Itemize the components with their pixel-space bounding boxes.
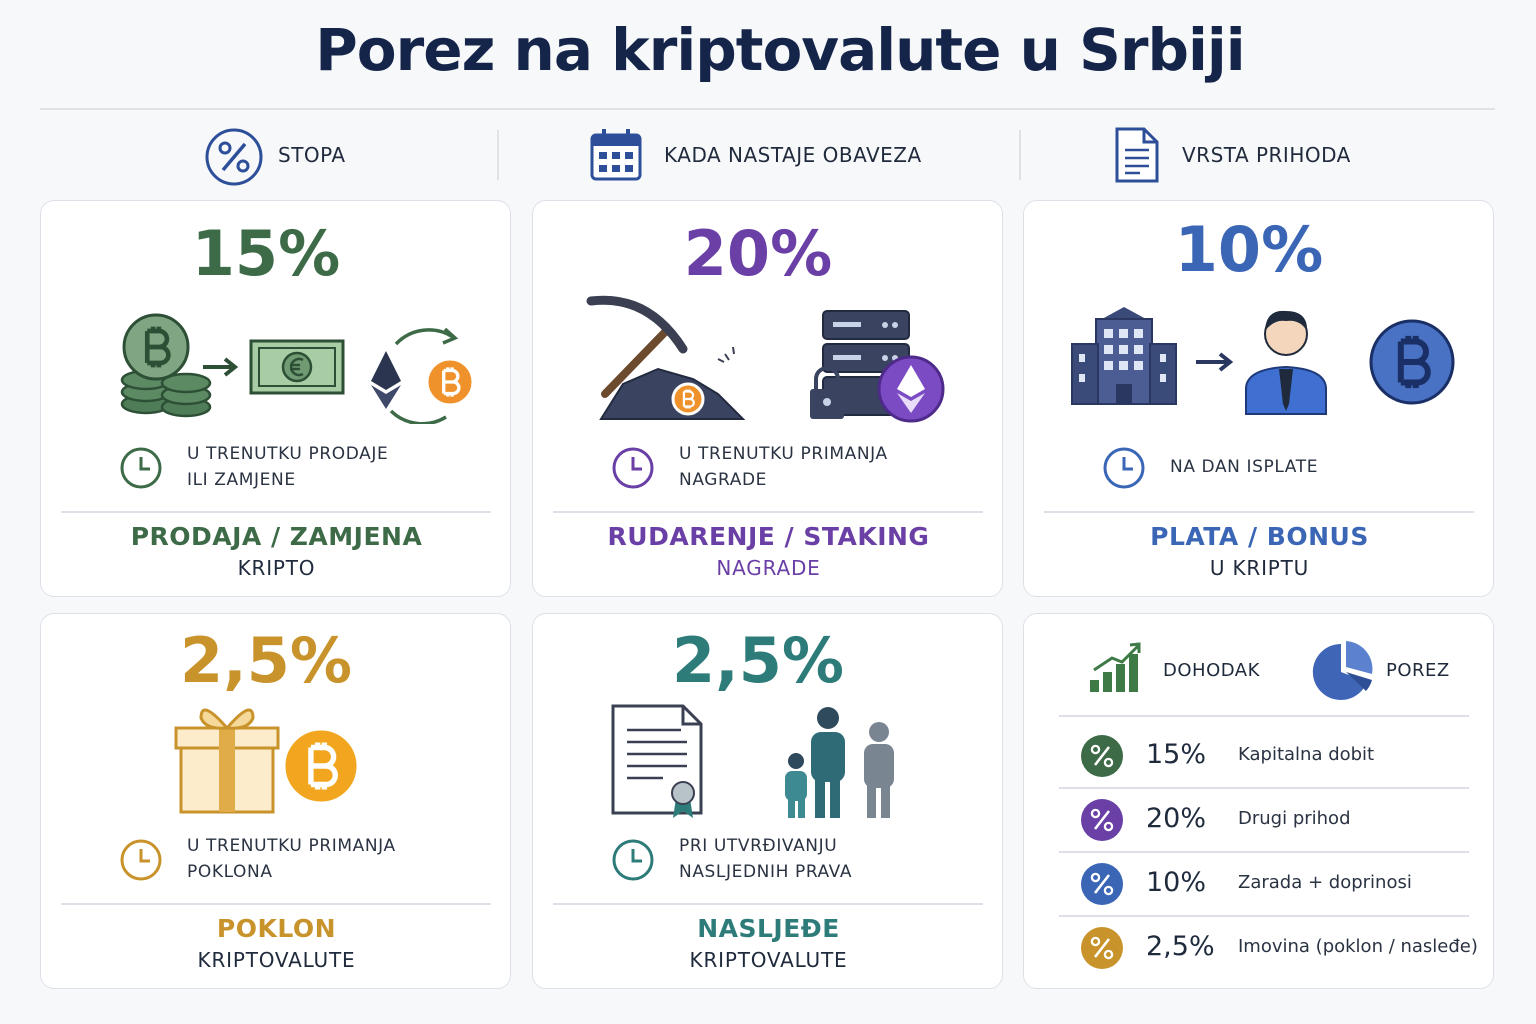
timing-text: PRI UTVRĐIVANJU (679, 836, 838, 856)
title-rule (40, 108, 1495, 110)
tax-card: 2,5% U TRENUTKU PRIMANJA POKLONA POKLON KRI… (40, 613, 511, 989)
page-title: Porez na kriptovalute u Srbiji (315, 16, 1245, 84)
header-separator (497, 130, 499, 180)
summary-rate: 20% (1146, 803, 1207, 834)
calendar-icon (590, 129, 642, 181)
summary-label: Imovina (poklon / nasleđe) (1238, 936, 1478, 957)
tax-rate: 20% (683, 217, 833, 290)
clock-icon (120, 447, 162, 489)
percent-badge (1081, 799, 1123, 841)
divider (61, 511, 491, 513)
header-separator (1019, 130, 1021, 180)
income-subtype: NAGRADE (716, 556, 821, 580)
tax-rate: 10% (1174, 213, 1324, 286)
percent-badge (1081, 863, 1123, 905)
clock-icon (120, 839, 162, 881)
timing-text: POKLONA (187, 862, 273, 882)
income-type: NASLJEĐE (697, 914, 840, 943)
divider (1059, 851, 1469, 853)
timing-text: NASLJEDNIH PRAVA (679, 862, 853, 882)
income-type: RUDARENJE / STAKING (607, 522, 930, 551)
divider (1044, 511, 1474, 513)
divider (61, 903, 491, 905)
tax-rate: 2,5% (672, 624, 844, 697)
illustration (586, 295, 945, 423)
header-label: STOPA (278, 143, 346, 167)
tax-pie-icon (1312, 641, 1373, 700)
illustration (611, 704, 894, 818)
tax-card: 2,5% PRI UTVRĐIVANJU NASLJEDNIH PRAVA NASL… (532, 613, 1003, 989)
tax-card: 15% U TRENUTKU PRODAJE ILI ZAMJENE PRODAJA… (40, 200, 511, 597)
income-type: POKLON (216, 914, 337, 943)
timing-text: NAGRADE (679, 470, 768, 490)
timing-text: U TRENUTKU PRIMANJA (187, 836, 396, 856)
tax-rate: 2,5% (180, 624, 352, 697)
percent-badge (1081, 735, 1123, 777)
timing-text: U TRENUTKU PRIMANJA (679, 444, 888, 464)
clock-icon (612, 839, 654, 881)
divider (1059, 915, 1469, 917)
illustration (120, 313, 475, 424)
divider (553, 511, 983, 513)
percent-icon (205, 128, 263, 186)
timing-text: ILI ZAMJENE (187, 470, 296, 490)
summary-label: Drugi prihod (1238, 808, 1351, 829)
clock-icon (1103, 447, 1145, 489)
legend-label: DOHODAK (1163, 660, 1260, 681)
illustration (1071, 307, 1455, 415)
income-type: PRODAJA / ZAMJENA (130, 522, 423, 551)
divider (553, 903, 983, 905)
tax-card: 10% NA DAN ISPLATE PLATA / BONUS U KRIPTU (1023, 200, 1494, 597)
timing-text: U TRENUTKU PRODAJE (187, 444, 389, 464)
document-icon (1115, 127, 1159, 183)
income-type: PLATA / BONUS (1150, 522, 1369, 551)
illustration (174, 708, 360, 814)
legend-label: POREZ (1386, 660, 1450, 681)
tax-rate: 15% (191, 217, 341, 290)
income-subtype: KRIPTOVALUTE (689, 948, 848, 972)
percent-badge (1081, 927, 1123, 969)
income-subtype: KRIPTO (237, 556, 316, 580)
divider (1059, 787, 1469, 789)
tax-card: 20% U TRENUTKU PRIMANJA NAGRADE RUDARENJE … (532, 200, 1003, 597)
income-subtype: U KRIPTU (1209, 556, 1310, 580)
summary-rate: 2,5% (1146, 931, 1215, 962)
clock-icon (612, 447, 654, 489)
summary-rate: 15% (1146, 739, 1207, 770)
summary-label: Zarada + doprinosi (1238, 872, 1412, 893)
header-label: VRSTA PRIHODA (1182, 143, 1351, 167)
timing-text: NA DAN ISPLATE (1170, 457, 1319, 477)
summary-rate: 10% (1146, 867, 1207, 898)
divider (1059, 715, 1469, 717)
summary-card: DOHODAK POREZ 15% Kapitalna dobit 20% Drugi… (1023, 613, 1494, 989)
income-chart-icon (1090, 642, 1141, 692)
summary-label: Kapitalna dobit (1238, 744, 1375, 765)
income-subtype: KRIPTOVALUTE (197, 948, 356, 972)
header-label: KADA NASTAJE OBAVEZA (664, 143, 922, 167)
